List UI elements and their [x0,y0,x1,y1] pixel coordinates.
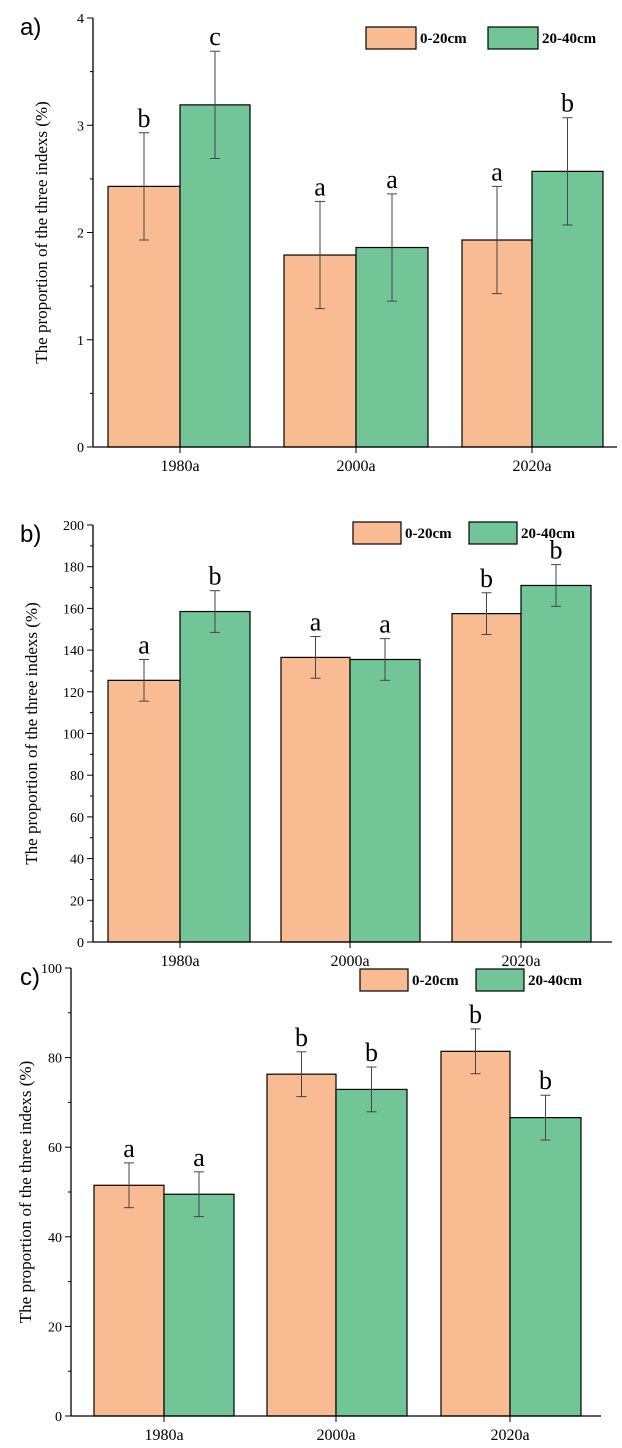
y-tick-label: 120 [63,686,84,701]
legend-swatch-20-40cm [487,26,539,50]
bar-2-0-20cm-1980a [107,679,181,943]
legend-label-0-20cm: 0-20cm [420,31,467,47]
y-tick-label: 1 [77,334,84,349]
y-tick-label: 3 [77,119,84,134]
y-tick-label: 40 [48,1231,62,1246]
y-tick-label: 20 [48,1320,62,1335]
panel-label-2: b) [20,521,41,548]
y-tick-label: 140 [63,644,84,659]
y-tick-label: 60 [48,1141,62,1156]
bar-3-0-20cm-2020a [440,1050,511,1417]
significance-letter: a [123,1134,135,1163]
y-tick-label: 200 [63,519,84,534]
legend-label-20-40cm: 20-40cm [542,31,597,47]
y-tick-label: 0 [77,936,84,951]
significance-letter: b [550,536,563,565]
significance-letter: b [295,1023,308,1052]
y-tick-label: 0 [77,441,84,456]
y-tick-label: 20 [70,894,84,909]
y-tick-label: 60 [70,811,84,826]
y-axis-title: The proportion of the three indexs (%) [16,1061,35,1323]
bar-3-0-20cm-1980a [93,1184,165,1417]
significance-letter: a [193,1143,205,1172]
bar-3-20-40cm-1980a [163,1193,235,1417]
x-tick-label: 1980a [144,1427,183,1444]
significance-letter: b [138,104,151,133]
y-tick-label: 100 [63,728,84,743]
legend-label-20-40cm: 20-40cm [521,526,576,542]
significance-letter: b [209,562,222,591]
bar-3-0-20cm-2000a [266,1073,337,1417]
y-tick-label: 0 [55,1410,62,1425]
y-tick-label: 80 [48,1052,62,1067]
significance-letter: b [561,89,574,118]
y-tick-label: 160 [63,602,84,617]
x-tick-label: 2000a [330,953,369,970]
x-tick-label: 2000a [316,1427,355,1444]
y-tick-label: 80 [70,769,84,784]
legend-swatch-0-20cm [352,521,402,545]
significance-letter: a [314,172,326,201]
significance-letter: a [310,608,322,637]
legend-label-0-20cm: 0-20cm [412,973,459,989]
panel-label-3: c) [20,964,40,991]
significance-letter: b [539,1066,552,1095]
y-tick-label: 100 [41,962,62,977]
legend-label-20-40cm: 20-40cm [528,973,583,989]
significance-letter: b [469,1000,482,1029]
bar-2-20-40cm-1980a [179,610,251,943]
bar-3-20-40cm-2000a [335,1088,408,1417]
significance-letter: b [365,1038,378,1067]
x-tick-label: 2020a [501,953,540,970]
y-tick-label: 2 [77,227,84,242]
x-tick-label: 1980a [160,953,199,970]
significance-letter: a [491,157,503,186]
significance-letter: a [386,165,398,194]
bar-2-0-20cm-2000a [280,656,351,943]
significance-letter: a [379,610,391,639]
significance-letter: a [138,630,150,659]
x-tick-label: 1980a [160,458,199,475]
bar-2-20-40cm-2000a [349,658,421,943]
x-tick-label: 2000a [336,458,375,475]
legend-label-0-20cm: 0-20cm [405,526,452,542]
legend-swatch-20-40cm [475,968,525,992]
y-axis-title: The proportion of the three indexs (%) [32,101,51,363]
x-tick-label: 2020a [512,458,551,475]
bar-3-20-40cm-2020a [509,1117,582,1417]
legend-swatch-0-20cm [365,26,417,50]
y-tick-label: 4 [77,12,84,27]
panel-label-1: a) [20,14,41,41]
y-tick-label: 40 [70,853,84,868]
significance-letter: b [480,564,493,593]
y-axis-title: The proportion of the three indexs (%) [22,602,41,864]
x-tick-label: 2020a [490,1427,529,1444]
bar-2-0-20cm-2020a [451,613,522,943]
legend-swatch-20-40cm [468,521,518,545]
y-tick-label: 180 [63,561,84,576]
bar-2-20-40cm-2020a [520,584,592,943]
legend-swatch-0-20cm [359,968,409,992]
significance-letter: c [209,22,221,51]
